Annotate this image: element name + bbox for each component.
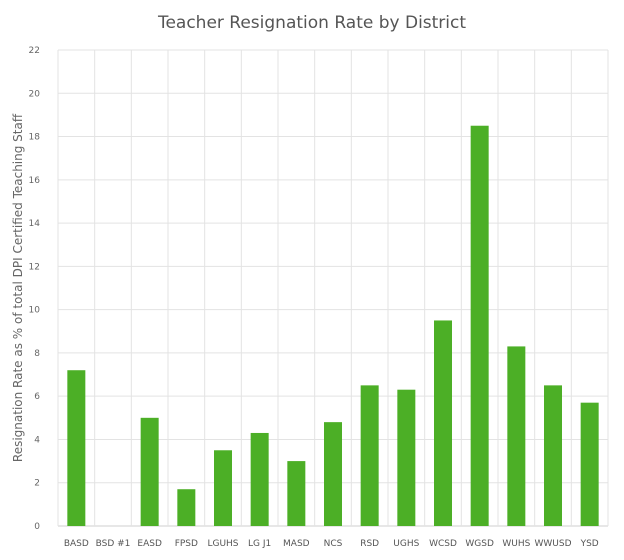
x-tick-label: WWUSD [534, 539, 571, 549]
x-tick-label: EASD [137, 539, 162, 549]
y-tick-label: 8 [34, 349, 40, 359]
chart-title: Teacher Resignation Rate by District [157, 13, 466, 33]
bar-ughs [397, 389, 416, 526]
bar-ncs [324, 422, 342, 526]
bar-rsd [360, 385, 379, 526]
x-tick-label: YSD [580, 539, 599, 549]
x-tick-label: BASD [64, 539, 89, 549]
y-tick-label: 18 [29, 133, 41, 143]
x-tick-label: BSD #1 [96, 539, 131, 549]
y-tick-label: 12 [29, 262, 40, 272]
x-axis-ticks: BASD BSD #1 EASD FPSD LGUHS LG J1 MASD NCS RSD UG… [64, 539, 599, 549]
x-tick-label: FPSD [175, 539, 198, 549]
bar-easd [140, 417, 159, 526]
gridlines [57, 49, 609, 527]
y-tick-label: 20 [29, 89, 41, 99]
y-tick-label: 2 [34, 479, 40, 489]
bar-wuhs [507, 346, 526, 526]
y-tick-label: 22 [29, 46, 40, 56]
x-tick-label: RSD [360, 539, 379, 549]
x-tick-label: MASD [283, 539, 310, 549]
bar-ysd [580, 402, 599, 526]
y-tick-label: 16 [29, 176, 41, 186]
bar-wcsd [434, 320, 452, 526]
x-tick-label: UGHS [393, 539, 419, 549]
y-axis-ticks: 0 2 4 6 8 10 12 14 16 18 20 22 [29, 46, 41, 532]
y-tick-label: 0 [34, 522, 40, 532]
bar-masd [287, 461, 306, 526]
bar-lguhs [214, 450, 232, 526]
y-tick-label: 14 [29, 219, 41, 229]
bars [67, 125, 599, 527]
x-tick-label: WGSD [465, 539, 494, 549]
bar-wwusd [544, 385, 562, 526]
x-tick-label: NCS [324, 539, 343, 549]
bar-wgsd [470, 125, 489, 527]
y-tick-label: 6 [34, 392, 40, 402]
x-tick-label: WUHS [502, 539, 530, 549]
bar-fpsd [177, 489, 196, 526]
x-tick-label: LGUHS [207, 539, 238, 549]
y-tick-label: 10 [29, 306, 41, 316]
x-tick-label: LG J1 [248, 539, 271, 549]
bar-basd [67, 370, 86, 526]
y-tick-label: 4 [34, 435, 40, 445]
x-tick-label: WCSD [429, 539, 457, 549]
bar-lg-j1 [250, 432, 269, 526]
y-axis-label: Resignation Rate as % of total DPI Certi… [11, 113, 25, 462]
